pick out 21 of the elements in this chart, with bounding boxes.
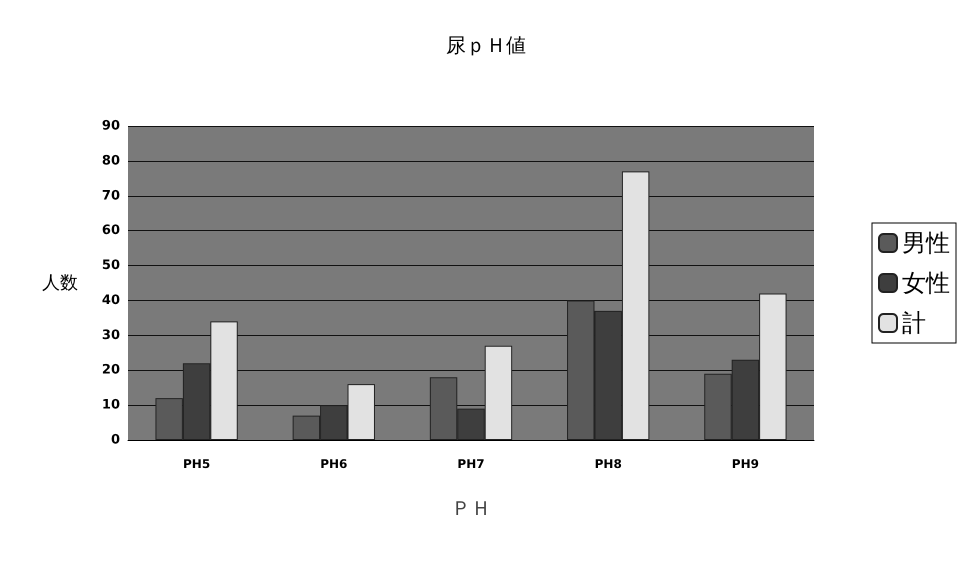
- y-tick-label: 90: [102, 118, 120, 134]
- legend-label: 女性: [902, 269, 950, 297]
- y-tick-label: 20: [102, 362, 120, 378]
- y-tick-label: 40: [102, 292, 120, 308]
- y-tick-label: 60: [102, 223, 120, 238]
- y-tick-label: 80: [102, 153, 120, 168]
- legend-label: 計: [902, 309, 926, 337]
- y-tick-label: 0: [110, 432, 120, 448]
- x-tick-label: PH8: [594, 457, 622, 471]
- legend-label: 男性: [902, 229, 950, 257]
- x-axis-title: ＰＨ: [451, 496, 491, 520]
- y-tick-label: 10: [102, 398, 120, 413]
- x-tick-label: PH6: [320, 457, 348, 471]
- x-tick-label: PH9: [732, 457, 759, 471]
- y-tick-label: 50: [102, 258, 120, 274]
- y-axis-title: 人数: [42, 272, 78, 294]
- x-tick-label: PH7: [457, 457, 485, 471]
- chart-title: 尿ｐＨ値: [446, 33, 526, 57]
- y-tick-label: 30: [102, 328, 120, 343]
- y-tick-label: 70: [102, 188, 120, 204]
- x-tick-label: PH5: [183, 457, 210, 471]
